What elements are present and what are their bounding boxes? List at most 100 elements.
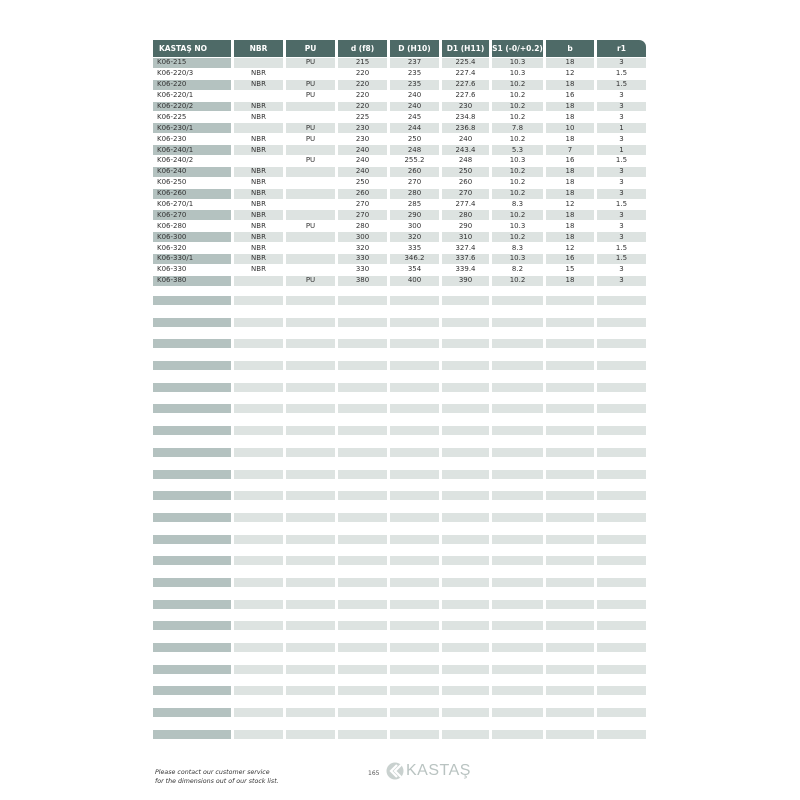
empty-cell-nbr xyxy=(234,447,283,457)
header-nbr: NBR xyxy=(234,40,283,57)
cell-d1-h11: 248 xyxy=(458,156,473,165)
empty-cell-d-f8 xyxy=(338,708,387,718)
empty-cell-pu xyxy=(286,404,335,414)
empty-cell-s1 xyxy=(492,577,543,587)
cell-d-h10: 320 xyxy=(390,232,439,243)
empty-cell-kastas-no xyxy=(153,621,231,631)
cell-pu: PU xyxy=(305,221,316,230)
empty-row xyxy=(153,729,647,739)
empty-cell-d1-h11 xyxy=(442,491,489,501)
empty-cell-d-h10 xyxy=(390,382,439,392)
cell-kastas-no: K06-220/3 xyxy=(157,69,194,78)
empty-cell-b xyxy=(546,296,594,305)
empty-cell-s1 xyxy=(492,361,543,371)
empty-cell-r1 xyxy=(597,729,646,739)
empty-cell-nbr xyxy=(234,339,283,349)
empty-cell-s1 xyxy=(492,686,543,696)
cell-nbr: NBR xyxy=(251,265,266,274)
cell-nbr: NBR xyxy=(234,232,283,243)
empty-cell-b xyxy=(546,317,594,327)
empty-cell-d1-h11 xyxy=(442,643,489,652)
header-pu: PU xyxy=(286,40,335,57)
empty-cell-pu xyxy=(286,556,335,566)
cell-b: 18 xyxy=(565,178,575,187)
cell-r1: 1 xyxy=(597,145,646,156)
empty-row xyxy=(153,556,647,566)
empty-cell-pu xyxy=(286,664,335,674)
cell-pu xyxy=(286,69,335,79)
empty-cell-s1 xyxy=(492,404,543,414)
cell-d-h10: 400 xyxy=(390,275,439,286)
empty-cell-r1 xyxy=(597,556,646,566)
table-row: K06-225 NBR 225 245 234.8 10.2 18 3 xyxy=(153,112,647,122)
empty-cell-d-h10 xyxy=(390,729,439,739)
table-row: K06-220 NBR PU 220 235 227.6 10.2 18 1.5 xyxy=(153,79,647,90)
cell-pu xyxy=(286,200,335,210)
cell-d-f8: 220 xyxy=(355,91,370,100)
cell-b: 15 xyxy=(565,265,575,274)
empty-cell-nbr xyxy=(234,577,283,587)
empty-cell-pu xyxy=(286,447,335,457)
table-row: K06-280 NBR PU 280 300 290 10.3 18 3 xyxy=(153,221,647,231)
empty-cell-d1-h11 xyxy=(442,339,489,349)
header-kastas-no: KASTAŞ NO xyxy=(153,40,231,57)
cell-kastas-no: K06-330 xyxy=(157,265,187,274)
kastas-logo: KASTAŞ xyxy=(384,762,471,780)
empty-row xyxy=(153,491,647,501)
empty-cell-d1-h11 xyxy=(442,404,489,414)
empty-cell-d1-h11 xyxy=(442,664,489,674)
empty-cell-pu xyxy=(286,708,335,718)
cell-nbr xyxy=(234,275,283,286)
table-row: K06-320 NBR 320 335 327.4 8.3 12 1.5 xyxy=(153,243,647,253)
empty-cell-kastas-no xyxy=(153,491,231,501)
empty-cell-nbr xyxy=(234,512,283,522)
empty-cell-d-f8 xyxy=(338,512,387,522)
empty-row xyxy=(153,686,647,696)
cell-kastas-no: K06-380 xyxy=(153,275,231,286)
cell-d-f8: 260 xyxy=(338,188,387,199)
cell-b: 18 xyxy=(546,58,594,68)
cell-s1: 10.2 xyxy=(492,210,543,221)
empty-row xyxy=(153,577,647,587)
empty-cell-kastas-no xyxy=(153,469,231,479)
cell-pu xyxy=(286,178,335,188)
cell-s1: 8.3 xyxy=(511,200,524,209)
empty-cell-d1-h11 xyxy=(442,512,489,522)
table-row: K06-270 NBR 270 290 280 10.2 18 3 xyxy=(153,210,647,221)
empty-cell-b xyxy=(546,447,594,457)
header-r1: r1 xyxy=(597,40,646,57)
cell-b: 12 xyxy=(565,69,575,78)
empty-cell-d-h10 xyxy=(390,686,439,696)
empty-cell-r1 xyxy=(597,512,646,522)
cell-d-h10: 335 xyxy=(407,243,422,252)
cell-b: 18 xyxy=(546,275,594,286)
cell-d1-h11: 230 xyxy=(442,101,489,112)
empty-cell-r1 xyxy=(597,599,646,609)
cell-pu: PU xyxy=(286,275,335,286)
empty-cell-r1 xyxy=(597,469,646,479)
cell-pu xyxy=(286,112,335,122)
table-row: K06-240 NBR 240 260 250 10.2 18 3 xyxy=(153,166,647,177)
empty-cell-kastas-no xyxy=(153,577,231,587)
empty-cell-d-h10 xyxy=(390,339,439,349)
empty-cell-b xyxy=(546,643,594,652)
empty-cell-b xyxy=(546,599,594,609)
empty-cell-b xyxy=(546,382,594,392)
cell-nbr xyxy=(234,91,283,101)
cell-d-h10: 248 xyxy=(390,145,439,156)
empty-cell-kastas-no xyxy=(153,534,231,544)
cell-d-f8: 270 xyxy=(338,210,387,221)
empty-cell-b xyxy=(546,556,594,566)
cell-r1: 3 xyxy=(619,91,624,100)
cell-d-h10: 260 xyxy=(390,166,439,177)
cell-d-f8: 230 xyxy=(355,134,370,143)
cell-nbr: NBR xyxy=(234,254,283,264)
empty-cell-pu xyxy=(286,317,335,327)
cell-s1: 10.2 xyxy=(492,166,543,177)
cell-b: 10 xyxy=(546,123,594,134)
empty-cell-d-f8 xyxy=(338,361,387,371)
cell-r1: 3 xyxy=(619,265,624,274)
cell-s1: 10.3 xyxy=(509,69,526,78)
empty-cell-d-h10 xyxy=(390,512,439,522)
empty-cell-s1 xyxy=(492,296,543,305)
